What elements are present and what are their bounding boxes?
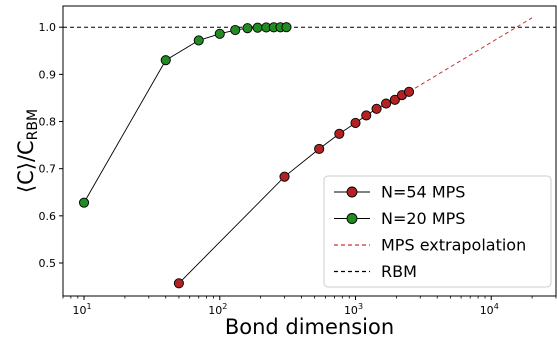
n20-point-3 bbox=[214, 28, 225, 39]
n20-point-5 bbox=[242, 23, 253, 34]
x-tick-label-3: 104 bbox=[480, 302, 499, 317]
n54-point-8 bbox=[389, 94, 400, 105]
x-tick-label-2: 103 bbox=[344, 302, 363, 317]
n54-point-5 bbox=[361, 110, 372, 121]
y-tick-label-5: 1.0 bbox=[39, 21, 57, 34]
n20-point-0 bbox=[78, 197, 90, 208]
x-tick-label-1: 102 bbox=[208, 302, 227, 317]
y-tick-label-4: 0.9 bbox=[39, 68, 57, 81]
mps-extrapolation-line bbox=[408, 17, 533, 93]
x-tick-label-0: 101 bbox=[72, 302, 91, 317]
n54-point-6 bbox=[371, 103, 382, 114]
n54-point-1 bbox=[279, 171, 290, 182]
x-tick-exponent-1: 2 bbox=[222, 302, 227, 311]
n54-point-0 bbox=[173, 278, 184, 289]
y-axis-label: ⟨C⟩/CRBM bbox=[14, 109, 41, 193]
x-tick-base-1: 10 bbox=[208, 304, 222, 317]
y-axis-label-main: ⟨C⟩/C bbox=[14, 140, 38, 193]
n20-point-10 bbox=[281, 22, 292, 33]
y-tick-label-3: 0.8 bbox=[39, 116, 57, 129]
x-tick-exponent-0: 1 bbox=[86, 302, 91, 311]
x-tick-exponent-2: 3 bbox=[358, 302, 363, 311]
n20-point-6 bbox=[252, 22, 263, 33]
plot-frame bbox=[62, 5, 557, 297]
legend: N=54 MPS N=20 MPS MPS extrapolation RBM bbox=[323, 175, 552, 288]
n20-point-1 bbox=[160, 55, 171, 66]
y-tick-label-0: 0.5 bbox=[39, 257, 57, 270]
legend-item-0-label: N=54 MPS bbox=[381, 183, 465, 202]
plot-clipped bbox=[63, 17, 556, 289]
x-tick-base-2: 10 bbox=[344, 304, 358, 317]
n54-point-10 bbox=[403, 86, 415, 97]
legend-item-1-label: N=20 MPS bbox=[381, 209, 465, 228]
n54-point-3 bbox=[334, 128, 345, 139]
n54-point-7 bbox=[381, 98, 392, 109]
y-tick-label-2: 0.7 bbox=[39, 163, 57, 176]
plot-area bbox=[63, 17, 556, 289]
legend-item-1-marker bbox=[346, 213, 358, 224]
legend-item-0-marker bbox=[346, 186, 358, 198]
y-tick-label-1: 0.6 bbox=[39, 210, 57, 223]
n20-point-4 bbox=[230, 24, 241, 36]
legend-item-2-label: MPS extrapolation bbox=[381, 236, 526, 255]
y-axis-label-subscript: RBM bbox=[25, 109, 41, 140]
n20-point-2 bbox=[193, 35, 204, 46]
x-tick-exponent-3: 4 bbox=[494, 302, 499, 311]
n54-point-4 bbox=[350, 117, 361, 128]
x-tick-base-3: 10 bbox=[480, 304, 494, 317]
n20-series-line bbox=[83, 26, 287, 203]
x-axis-label: Bond dimension bbox=[225, 315, 394, 338]
x-tick-base-0: 10 bbox=[72, 304, 86, 317]
legend-item-3-label: RBM bbox=[381, 262, 417, 281]
n54-point-2 bbox=[314, 143, 325, 154]
legend-box bbox=[323, 175, 552, 288]
